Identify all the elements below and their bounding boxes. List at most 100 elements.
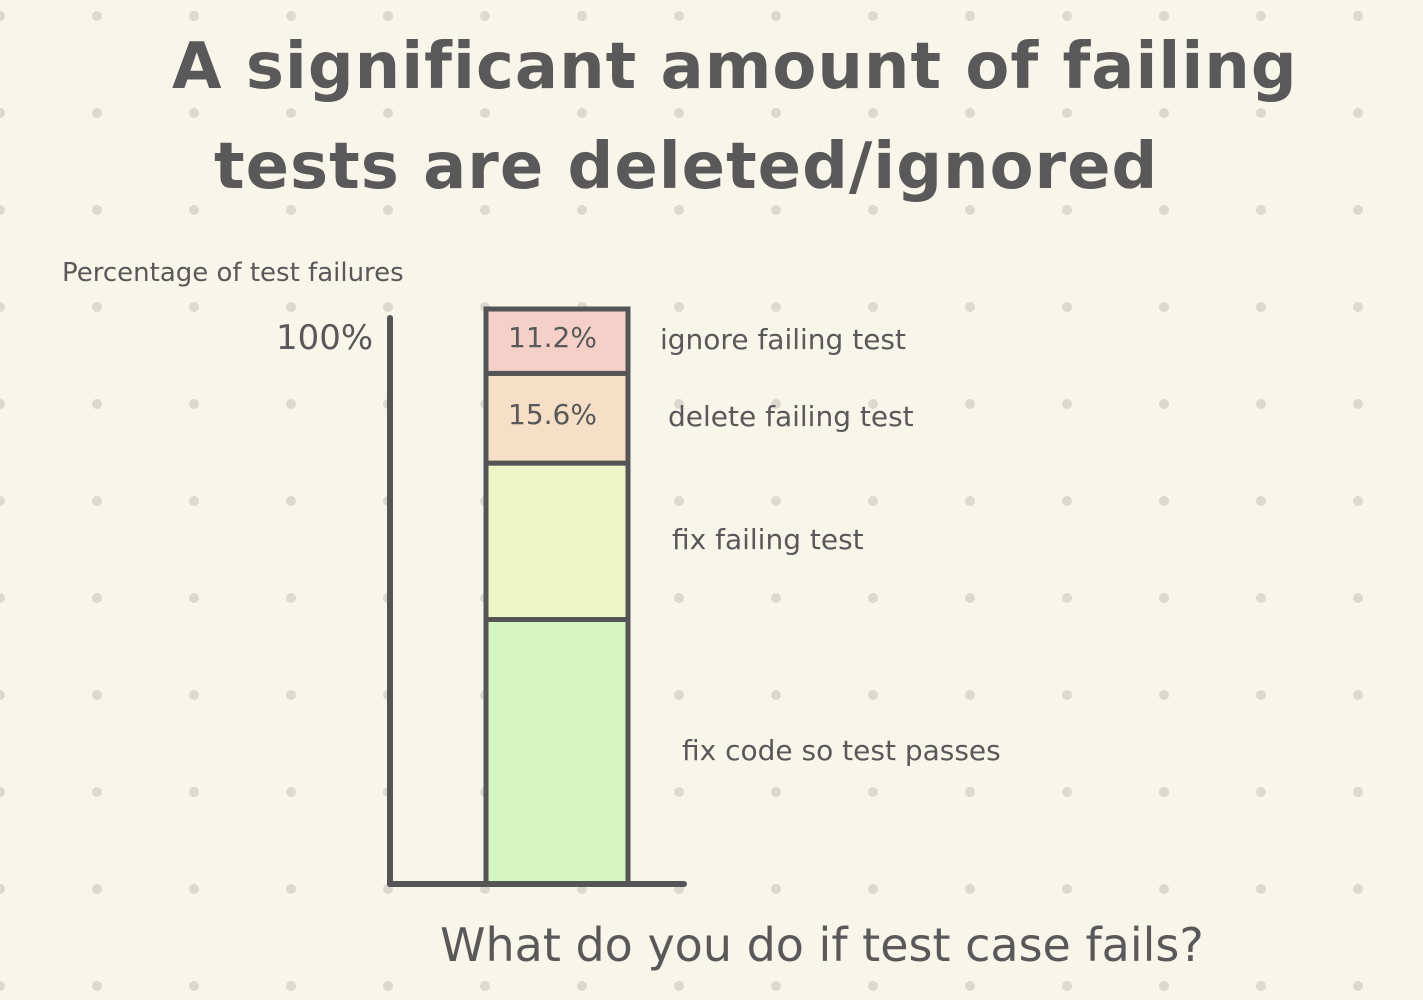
grid-dot	[868, 593, 878, 603]
grid-dot	[480, 108, 490, 118]
y-axis-label: Percentage of test failures	[62, 258, 404, 288]
grid-dot	[674, 981, 684, 991]
grid-dot	[1159, 108, 1169, 118]
grid-dot	[286, 593, 296, 603]
grid-dot	[480, 11, 490, 21]
segment-label-1: fix code so test passes	[682, 733, 1001, 767]
grid-dot	[771, 787, 781, 797]
grid-dot	[1062, 399, 1072, 409]
grid-dot	[189, 787, 199, 797]
grid-dot	[577, 981, 587, 991]
grid-dot	[674, 11, 684, 21]
grid-dot	[771, 302, 781, 312]
grid-dot	[92, 399, 102, 409]
grid-dot	[480, 981, 490, 991]
grid-dot	[0, 496, 5, 506]
grid-dot	[965, 11, 975, 21]
grid-dot	[965, 496, 975, 506]
grid-dot	[92, 787, 102, 797]
grid-dot	[1159, 302, 1169, 312]
grid-dot	[1256, 787, 1266, 797]
grid-dot	[965, 399, 975, 409]
grid-dot	[965, 981, 975, 991]
grid-dot	[1159, 496, 1169, 506]
segment-label-4: ignore failing test	[660, 323, 906, 357]
grid-dot	[868, 787, 878, 797]
grid-dot	[1062, 108, 1072, 118]
segment-label-3: delete failing test	[668, 400, 914, 434]
grid-dot	[868, 11, 878, 21]
grid-dot	[1256, 496, 1266, 506]
grid-dot	[868, 302, 878, 312]
grid-dot	[771, 593, 781, 603]
segment-value-label-3: 15.6%	[508, 398, 597, 432]
grid-dot	[1062, 496, 1072, 506]
grid-dot	[674, 302, 684, 312]
grid-dot	[92, 884, 102, 894]
bar-segment-2	[486, 463, 628, 620]
grid-dot	[1062, 593, 1072, 603]
grid-dot	[771, 108, 781, 118]
grid-dot	[868, 981, 878, 991]
grid-dot	[383, 302, 393, 312]
grid-dot	[1353, 399, 1363, 409]
grid-dot	[189, 690, 199, 700]
dot-grid-background	[0, 11, 1363, 991]
bar-segment-4	[486, 309, 628, 374]
grid-dot	[1256, 399, 1266, 409]
grid-dot	[92, 593, 102, 603]
grid-dot	[1159, 399, 1169, 409]
grid-dot	[965, 787, 975, 797]
grid-dot	[1256, 11, 1266, 21]
grid-dot	[674, 399, 684, 409]
grid-dot	[674, 205, 684, 215]
grid-dot	[286, 205, 296, 215]
bar-segment-1	[486, 619, 628, 884]
grid-dot	[286, 399, 296, 409]
grid-dot	[771, 11, 781, 21]
grid-dot	[286, 690, 296, 700]
grid-dot	[189, 302, 199, 312]
grid-dot	[189, 108, 199, 118]
grid-dot	[480, 205, 490, 215]
grid-dot	[1353, 593, 1363, 603]
grid-dot	[1256, 302, 1266, 312]
segment-value-label-4: 11.2%	[508, 321, 597, 355]
grid-dot	[286, 496, 296, 506]
grid-dot	[92, 11, 102, 21]
grid-dot	[1062, 302, 1072, 312]
grid-dot	[1062, 884, 1072, 894]
grid-dot	[1353, 884, 1363, 894]
grid-dot	[383, 11, 393, 21]
grid-dot	[965, 884, 975, 894]
grid-dot	[1256, 108, 1266, 118]
grid-dot	[1159, 205, 1169, 215]
grid-dot	[1353, 205, 1363, 215]
grid-dot	[92, 205, 102, 215]
y-tick-label: 100%	[276, 318, 374, 358]
grid-dot	[868, 399, 878, 409]
grid-dot	[1256, 981, 1266, 991]
grid-dot	[189, 205, 199, 215]
grid-dot	[965, 108, 975, 118]
grid-dot	[1062, 787, 1072, 797]
grid-dot	[1159, 690, 1169, 700]
grid-dot	[674, 787, 684, 797]
grid-dot	[0, 399, 5, 409]
grid-dot	[189, 496, 199, 506]
grid-dot	[1256, 205, 1266, 215]
grid-dot	[771, 884, 781, 894]
grid-dot	[1353, 108, 1363, 118]
grid-dot	[0, 11, 5, 21]
grid-dot	[286, 787, 296, 797]
grid-dot	[0, 981, 5, 991]
grid-dot	[965, 593, 975, 603]
stacked-bar	[483, 306, 631, 887]
grid-dot	[286, 108, 296, 118]
grid-dot	[1353, 496, 1363, 506]
grid-dot	[965, 690, 975, 700]
grid-dot	[0, 690, 5, 700]
grid-dot	[1159, 11, 1169, 21]
grid-dot	[577, 11, 587, 21]
